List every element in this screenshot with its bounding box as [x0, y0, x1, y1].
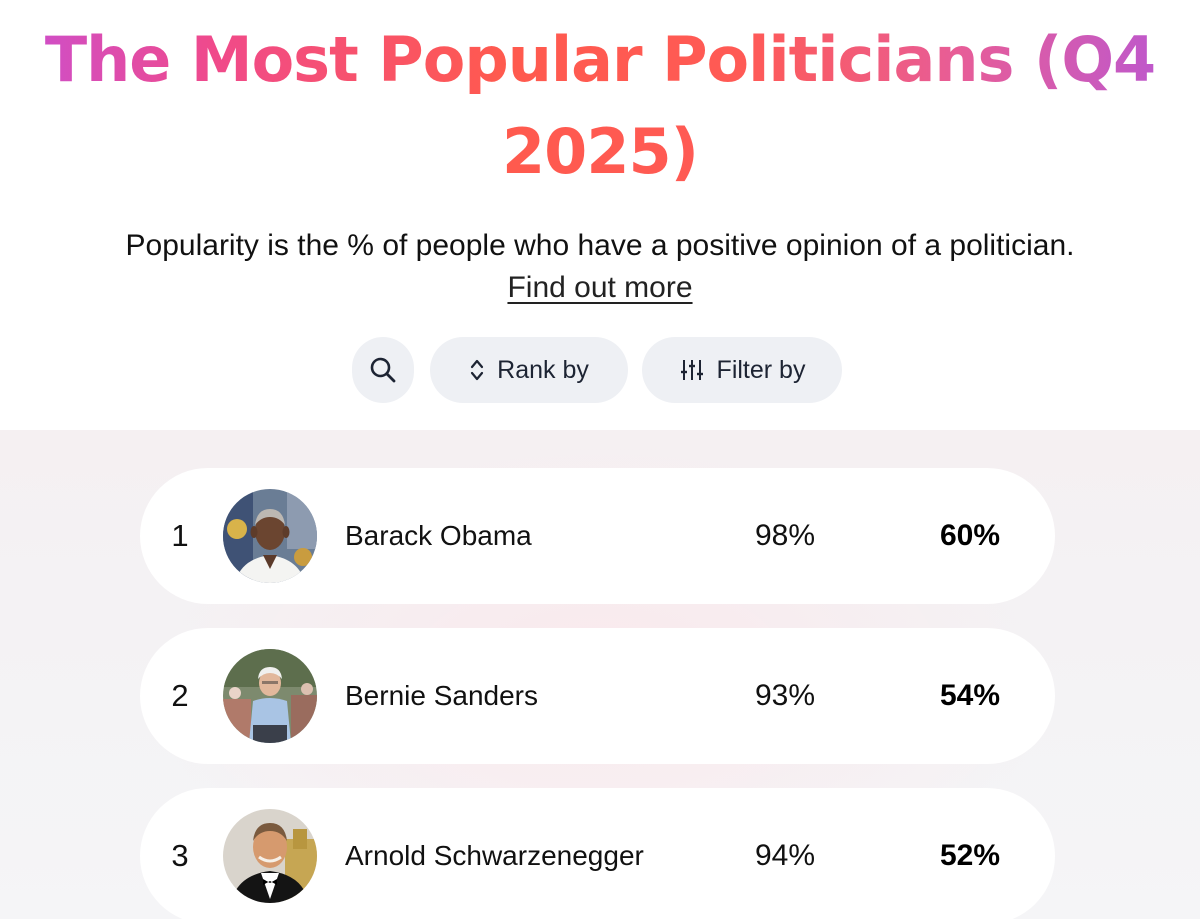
rank-number: 2 [171, 678, 189, 713]
avatar [223, 489, 317, 583]
fame-value: 93% [754, 679, 816, 712]
filter-by-label: Filter by [716, 355, 806, 384]
table-row[interactable]: 2 Bernie Sanders 93% 54% [140, 628, 1055, 764]
page-subtitle: Popularity is the % of people who have a… [125, 229, 1075, 262]
politician-name: Arnold Schwarzenegger [345, 840, 644, 871]
find-out-more-link[interactable]: Find out more [507, 271, 693, 304]
avatar [223, 649, 317, 743]
rank-by-label: Rank by [497, 355, 589, 384]
filter-by-button[interactable]: Filter by [642, 337, 842, 403]
page-title-line-1: The Most Popular Politicians (Q4 [44, 23, 1156, 96]
rank-number: 3 [171, 838, 189, 873]
rank-by-button[interactable]: Rank by [430, 337, 628, 403]
fame-value: 94% [754, 839, 816, 872]
find-out-more-container: Find out more [0, 270, 1200, 306]
popularity-value: 54% [939, 679, 1001, 712]
toolbar: Rank by Filter by [0, 337, 1200, 403]
rank-number: 1 [171, 518, 189, 553]
sort-arrows-icon [471, 359, 484, 381]
fame-value: 98% [754, 519, 816, 552]
avatar [223, 809, 317, 903]
popularity-value: 52% [939, 839, 1001, 872]
politician-name: Bernie Sanders [345, 680, 539, 711]
popularity-value: 60% [939, 519, 1001, 552]
table-row[interactable]: 3 Arnold Schwarzenegger 94% 52% [140, 788, 1055, 919]
sliders-icon [680, 360, 703, 380]
page-title-line-2: 2025) [502, 115, 698, 188]
search-button[interactable] [352, 337, 414, 403]
table-row[interactable]: 1 Barack Obama 98% 60% [140, 468, 1055, 604]
page-title: The Most Popular Politicians (Q4 2025) [0, 14, 1200, 198]
search-icon [370, 357, 396, 383]
politician-name: Barack Obama [345, 520, 532, 551]
